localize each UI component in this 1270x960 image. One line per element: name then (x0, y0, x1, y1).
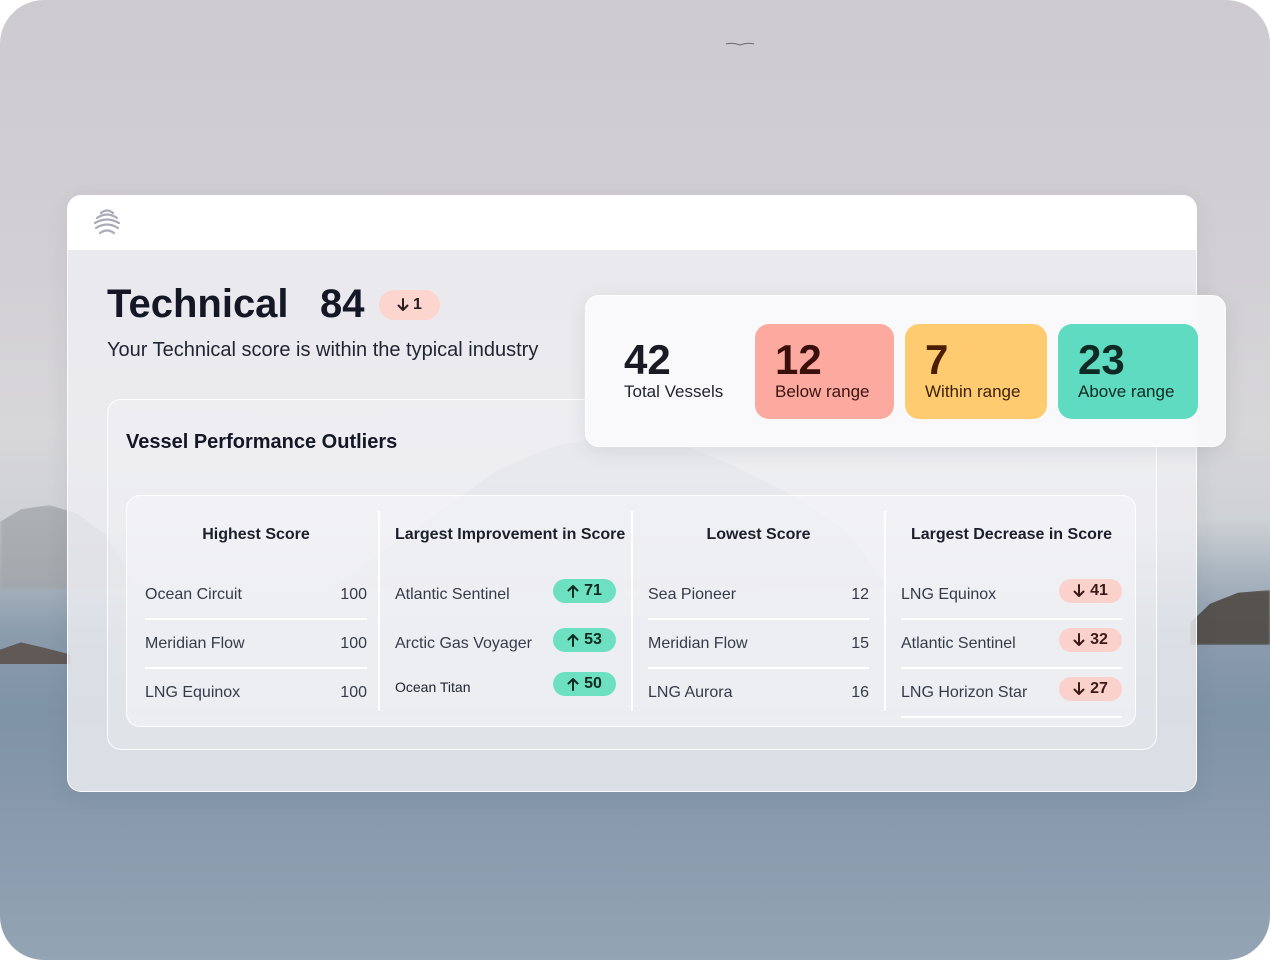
table-row[interactable]: LNG Equinox 41 (901, 571, 1122, 620)
arrow-up-icon (567, 678, 579, 691)
row-divider (901, 716, 1122, 718)
overall-score: 84 (320, 282, 365, 326)
improvement-value: 71 (584, 582, 602, 599)
stat-above-range[interactable]: 23 Above range (1058, 324, 1198, 419)
row-divider (648, 618, 869, 620)
decrease-pill: 32 (1059, 628, 1122, 652)
vessel-score: 12 (851, 586, 869, 603)
vessel-name: Atlantic Sentinel (901, 635, 1016, 652)
decrease-value: 41 (1090, 582, 1108, 599)
vessel-score: 100 (340, 684, 367, 701)
row-divider (145, 667, 367, 669)
improvement-pill: 53 (553, 628, 616, 652)
vessel-name: Atlantic Sentinel (395, 586, 510, 603)
vessel-score: 15 (851, 635, 869, 652)
column-divider (378, 511, 380, 711)
vessel-score: 100 (340, 586, 367, 603)
column-header: Largest Decrease in Score (911, 526, 1112, 543)
vessel-name: Ocean Titan (395, 679, 471, 695)
table-row[interactable]: Atlantic Sentinel 32 (901, 620, 1122, 669)
table-row[interactable]: Meridian Flow 15 (648, 620, 869, 669)
stat-value: 42 (624, 336, 671, 383)
outliers-table: Highest Score Ocean Circuit 100 Meridian… (126, 495, 1136, 727)
table-row[interactable]: Sea Pioneer 12 (648, 571, 869, 620)
arrow-up-icon (567, 585, 579, 598)
vessel-stats-card: 42 Total Vessels 12 Below range 7 Within… (585, 295, 1226, 447)
vessel-name: Arctic Gas Voyager (395, 635, 532, 652)
page-title: Technical (107, 282, 289, 326)
vessel-score: 100 (340, 635, 367, 652)
stat-label: Below range (775, 382, 870, 401)
arrow-down-icon (1073, 682, 1085, 695)
table-row[interactable]: LNG Aurora 16 (648, 669, 869, 718)
row-divider (901, 618, 1122, 620)
rocks-right (1190, 590, 1270, 645)
column-divider (631, 511, 633, 711)
column-largest-improvement: Largest Improvement in Score Atlantic Se… (395, 511, 626, 711)
decrease-pill: 27 (1059, 677, 1122, 701)
stat-value: 12 (775, 336, 822, 383)
vessel-name: LNG Horizon Star (901, 684, 1028, 701)
improvement-value: 50 (584, 675, 602, 692)
decrease-value: 27 (1090, 680, 1108, 697)
stat-below-range[interactable]: 12 Below range (755, 324, 894, 419)
score-delta-badge: 1 (379, 290, 440, 320)
vessel-name: Ocean Circuit (145, 586, 242, 603)
card-header-bar (68, 196, 1196, 250)
vessel-name: LNG Equinox (145, 684, 241, 701)
table-row[interactable]: Atlantic Sentinel 71 (395, 571, 616, 620)
improvement-value: 53 (584, 631, 602, 648)
column-lowest-score: Lowest Score Sea Pioneer 12 Meridian Flo… (648, 511, 869, 711)
vessel-name: Meridian Flow (145, 635, 245, 652)
table-row[interactable]: Ocean Titan 50 (395, 669, 616, 718)
technical-score-card: Technical 84 1 Your Technical score is w… (67, 195, 1197, 792)
column-header: Highest Score (202, 526, 310, 543)
table-row[interactable]: Meridian Flow 100 (145, 620, 367, 669)
table-row[interactable]: LNG Horizon Star 27 (901, 669, 1122, 718)
row-divider (901, 667, 1122, 669)
decrease-pill: 41 (1059, 579, 1122, 603)
arrow-up-icon (567, 634, 579, 647)
vessel-name: Sea Pioneer (648, 586, 737, 603)
row-divider (145, 618, 367, 620)
decrease-value: 32 (1090, 631, 1108, 648)
arrow-down-icon (1073, 633, 1085, 646)
vessel-score: 16 (851, 684, 869, 701)
outliers-title: Vessel Performance Outliers (126, 431, 398, 453)
improvement-pill: 50 (553, 672, 616, 696)
column-header: Lowest Score (706, 526, 811, 543)
score-subtitle: Your Technical score is within the typic… (107, 339, 539, 361)
rocks-left (0, 642, 70, 664)
column-divider (884, 511, 886, 711)
vessel-name: LNG Equinox (901, 586, 997, 603)
arrow-down-icon (1073, 584, 1085, 597)
improvement-pill: 71 (553, 579, 616, 603)
arrow-down-icon (397, 298, 409, 311)
column-largest-decrease: Largest Decrease in Score LNG Equinox 41… (901, 511, 1122, 718)
stat-label: Within range (925, 382, 1021, 401)
vessel-outliers-panel: Vessel Performance Outliers Highest Scor… (107, 399, 1157, 750)
vessel-name: Meridian Flow (648, 635, 748, 652)
stat-value: 23 (1078, 336, 1125, 383)
column-header: Largest Improvement in Score (395, 526, 626, 543)
layered-wave-logo-icon (93, 209, 121, 235)
stat-label: Total Vessels (624, 382, 724, 401)
score-delta-value: 1 (413, 296, 422, 313)
table-row[interactable]: LNG Equinox 100 (145, 669, 367, 718)
stat-within-range[interactable]: 7 Within range (905, 324, 1047, 419)
table-row[interactable]: Arctic Gas Voyager 53 (395, 620, 616, 669)
column-highest-score: Highest Score Ocean Circuit 100 Meridian… (145, 511, 367, 711)
table-row[interactable]: Ocean Circuit 100 (145, 571, 367, 620)
stat-value: 7 (925, 336, 949, 383)
vessel-name: LNG Aurora (648, 684, 733, 701)
row-divider (648, 667, 869, 669)
bird-icon (725, 42, 755, 46)
stat-total-vessels: 42 Total Vessels (586, 324, 746, 419)
stat-label: Above range (1078, 382, 1175, 401)
